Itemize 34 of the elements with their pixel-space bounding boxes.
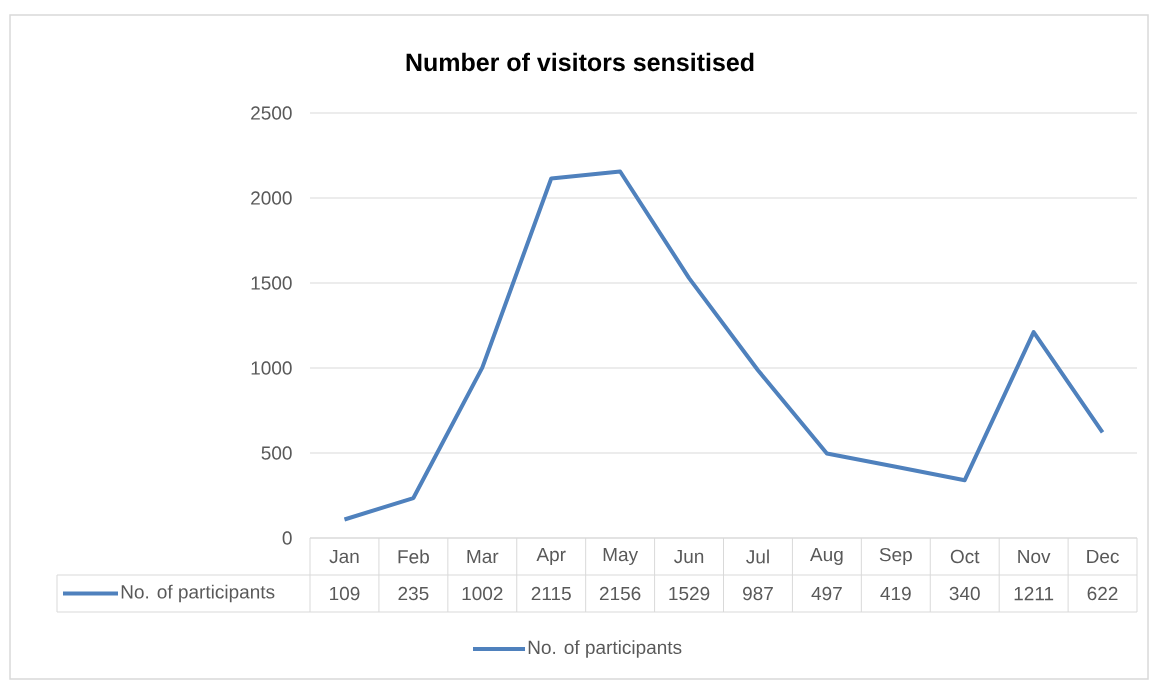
data-label: 622 — [1087, 586, 1118, 601]
y-tick-label: 2500 — [251, 106, 292, 120]
legend-label: No. of participants — [121, 584, 275, 603]
y-tick-label: 1500 — [251, 276, 292, 290]
data-label: 1002 — [462, 586, 503, 601]
x-tick-label: Nov — [1018, 549, 1051, 564]
line-series — [342, 169, 1105, 522]
x-tick-label: Feb — [398, 549, 429, 564]
x-tick-label: Jan — [329, 549, 359, 564]
x-tick-label: Jul — [746, 549, 769, 564]
x-tick-label: Dec — [1087, 549, 1119, 564]
data-label: 1529 — [669, 586, 710, 601]
y-tick-label: 1000 — [251, 361, 292, 375]
x-tick-label: Jun — [674, 549, 704, 564]
x-tick-label: Apr — [536, 548, 566, 566]
x-tick-label: Sep — [879, 547, 912, 566]
data-label: 2156 — [599, 586, 641, 601]
chart-title: Number of visitors sensitised — [406, 52, 754, 72]
data-label: 235 — [398, 586, 429, 601]
data-label: 419 — [880, 586, 911, 601]
data-label: 497 — [811, 586, 842, 601]
y-tick-label: 0 — [282, 531, 292, 545]
data-label: 340 — [949, 586, 980, 601]
text: No. of participants — [528, 640, 682, 658]
data-label: 109 — [330, 586, 360, 601]
data-label: 987 — [743, 586, 773, 601]
x-tick-label: May — [603, 548, 639, 566]
data-label: 2115 — [531, 586, 571, 601]
x-tick-label: Mar — [467, 549, 499, 564]
data-label: 1211 — [1014, 586, 1054, 601]
y-tick-label: 500 — [261, 446, 292, 460]
x-tick-label: Aug — [810, 548, 843, 566]
x-tick-label: Oct — [950, 549, 980, 564]
y-tick-label: 2000 — [251, 191, 292, 205]
